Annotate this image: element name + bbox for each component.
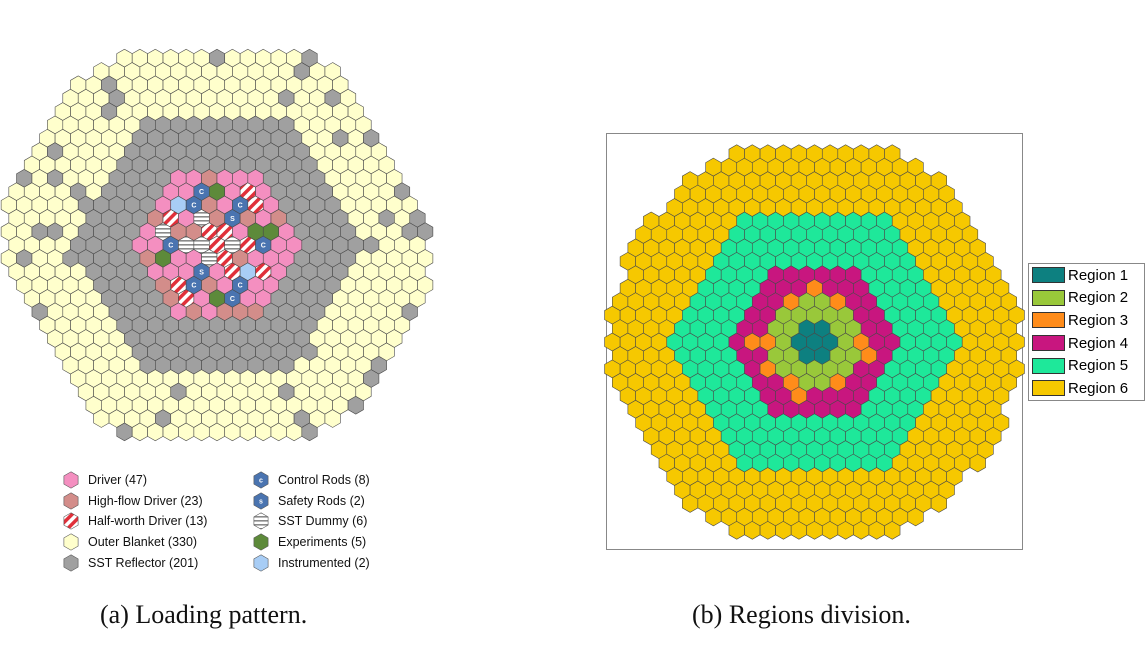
control-swatch-icon: c — [253, 471, 269, 489]
region-swatch-icon — [1032, 312, 1065, 329]
legend-label: Half-worth Driver (13) — [88, 514, 208, 529]
legend-label: Control Rods (8) — [278, 473, 370, 488]
rod-glyph: C — [191, 283, 196, 290]
legend-item-region-2: Region 2 — [1029, 287, 1144, 310]
region-swatch-icon — [1032, 335, 1065, 352]
blanket-swatch-icon — [63, 533, 79, 551]
legend-label: SST Dummy (6) — [278, 514, 368, 529]
legend-item-region-3: Region 3 — [1029, 309, 1144, 332]
legend-item-dummy: SST Dummy (6) — [252, 511, 442, 532]
safety-swatch-icon: s — [253, 492, 269, 510]
region-6-assembly — [1008, 332, 1025, 352]
legend-label: Region 5 — [1068, 357, 1129, 375]
legend-label: Region 2 — [1068, 289, 1129, 307]
region-swatch-icon — [1032, 289, 1065, 306]
legend-label: Region 3 — [1068, 311, 1129, 329]
caption-regions-division: (b) Regions division. — [692, 600, 911, 629]
rod-glyph: S — [230, 216, 235, 223]
legend-item-safety: s Safety Rods (2) — [252, 491, 442, 512]
experiment-swatch-icon — [253, 533, 269, 551]
rod-glyph: C — [230, 296, 235, 303]
assembly-blanket — [417, 249, 434, 268]
region-swatch-icon — [1032, 357, 1065, 374]
region-swatch-icon — [1032, 267, 1065, 284]
driver-swatch-icon — [63, 471, 79, 489]
highflow-swatch-icon — [63, 492, 79, 510]
legend-label: Instrumented (2) — [278, 555, 370, 570]
region-6-assembly — [993, 413, 1010, 433]
rod-glyph: C — [191, 203, 196, 210]
legend-item-experiment: Experiments (5) — [252, 532, 442, 553]
legend-label: Outer Blanket (330) — [88, 535, 198, 550]
legend-label: Driver (47) — [88, 473, 148, 488]
legend-item-blanket: Outer Blanket (330) — [62, 532, 252, 553]
legend-label: Region 1 — [1068, 266, 1129, 284]
legend-item-region-4: Region 4 — [1029, 332, 1144, 355]
instrumented-swatch-icon — [253, 554, 269, 572]
legend-label: Safety Rods (2) — [278, 493, 365, 508]
legend-label: High-flow Driver (23) — [88, 493, 203, 508]
svg-text:s: s — [259, 498, 263, 505]
rod-glyph: C — [199, 189, 204, 196]
assembly-reflector — [417, 222, 434, 241]
caption-loading-pattern: (a) Loading pattern. — [100, 600, 308, 629]
legend-label: SST Reflector (201) — [88, 555, 199, 570]
legend-item-region-6: Region 6 — [1029, 377, 1144, 400]
region-swatch-icon — [1032, 380, 1065, 397]
legend-item-instrumented: Instrumented (2) — [252, 552, 442, 573]
legend-item-region-1: Region 1 — [1029, 264, 1144, 287]
region-6-assembly — [1008, 359, 1025, 379]
legend-label: Region 6 — [1068, 379, 1129, 397]
legend-item-highflow: High-flow Driver (23) — [62, 491, 252, 512]
rod-glyph: C — [168, 243, 173, 250]
legend-label: Experiments (5) — [278, 535, 367, 550]
legend-label: Region 4 — [1068, 334, 1129, 352]
rod-glyph: S — [199, 269, 204, 276]
regions-legend: Region 1 Region 2 Region 3 Region 4 Region 5… — [1028, 263, 1145, 401]
legend-item-halfworth: Half-worth Driver (13) — [62, 511, 252, 532]
reflector-swatch-icon — [63, 554, 79, 572]
legend-item-driver: Driver (47) — [62, 470, 252, 491]
svg-text:c: c — [259, 478, 263, 485]
legend-item-control: c Control Rods (8) — [252, 470, 442, 491]
assembly-blanket — [417, 275, 434, 295]
rod-glyph: C — [261, 243, 266, 250]
halfworth-swatch-icon — [63, 512, 79, 531]
rod-glyph: C — [238, 203, 243, 210]
legend-item-reflector: SST Reflector (201) — [62, 552, 252, 573]
loading-pattern-legend: Driver (47) High-flow Driver (23) Half-wor… — [62, 470, 442, 580]
dummy-swatch-icon — [253, 512, 269, 531]
rod-glyph: C — [238, 283, 243, 290]
legend-item-region-5: Region 5 — [1029, 354, 1144, 377]
region-6-assembly — [1008, 305, 1025, 325]
